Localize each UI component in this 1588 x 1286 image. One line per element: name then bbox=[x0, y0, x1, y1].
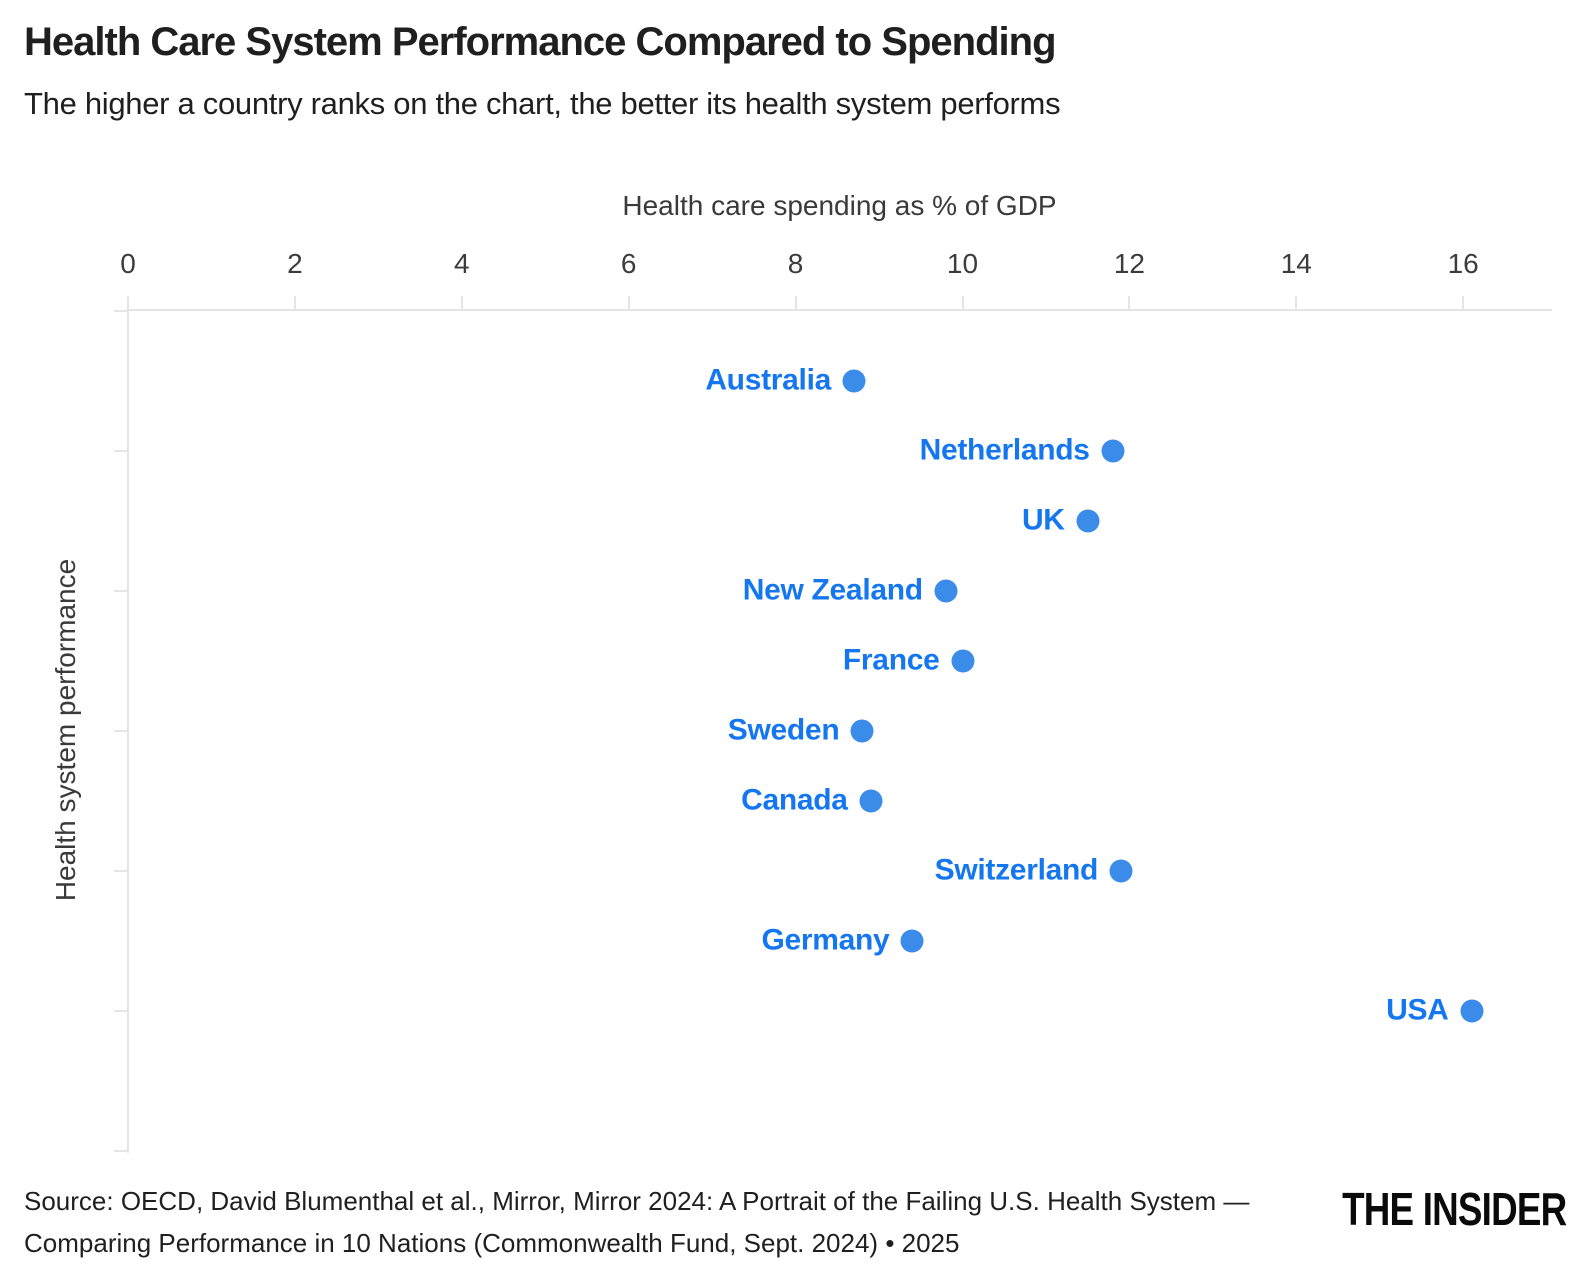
x-axis-tick-label: 6 bbox=[620, 248, 637, 279]
data-point-label-uk: UK bbox=[1021, 503, 1065, 537]
data-point-label-new-zealand: New Zealand bbox=[742, 573, 923, 607]
page-subtitle: The higher a country ranks on the chart,… bbox=[24, 86, 1061, 121]
data-point-usa bbox=[1460, 999, 1484, 1023]
x-axis-line bbox=[127, 309, 1552, 311]
y-axis-tick bbox=[114, 1010, 128, 1012]
x-axis-tick bbox=[127, 296, 129, 310]
data-point-label-canada: Canada bbox=[741, 783, 848, 817]
data-point-australia bbox=[842, 369, 866, 393]
data-point-label-switzerland: Switzerland bbox=[934, 853, 1099, 887]
data-point-new-zealand bbox=[934, 579, 958, 603]
y-axis-tick bbox=[114, 1150, 128, 1152]
data-point-label-germany: Germany bbox=[761, 923, 890, 957]
x-axis-tick bbox=[1462, 296, 1465, 310]
x-axis-tick bbox=[293, 296, 296, 310]
y-axis-tick bbox=[114, 310, 128, 312]
data-point-label-usa: USA bbox=[1386, 993, 1449, 1027]
y-axis-line bbox=[127, 309, 129, 1153]
source-line-1: Source: OECD, David Blumenthal et al., M… bbox=[24, 1186, 1250, 1216]
data-point-label-netherlands: Netherlands bbox=[919, 433, 1090, 467]
data-point-label-france: France bbox=[842, 643, 940, 677]
x-axis-tick-label: 8 bbox=[787, 248, 804, 279]
y-axis-tick bbox=[114, 450, 128, 452]
data-point-uk bbox=[1076, 509, 1100, 533]
data-point-switzerland bbox=[1109, 859, 1133, 883]
x-axis-tick-label: 4 bbox=[454, 248, 470, 279]
x-axis-tick-label: 0 bbox=[120, 248, 136, 279]
y-axis-tick bbox=[114, 870, 128, 872]
x-axis-tick-label: 12 bbox=[1113, 248, 1145, 279]
data-point-netherlands bbox=[1101, 439, 1125, 463]
x-axis-tick bbox=[961, 296, 964, 310]
x-axis-title: Health care spending as % of GDP bbox=[622, 190, 1057, 221]
source-line-2: Comparing Performance in 10 Nations (Com… bbox=[24, 1228, 960, 1259]
x-axis-tick-label: 14 bbox=[1280, 248, 1312, 279]
page-title: Health Care System Performance Compared … bbox=[24, 20, 1056, 64]
data-point-label-australia: Australia bbox=[705, 363, 831, 397]
x-axis-tick bbox=[1128, 296, 1131, 310]
x-axis-tick bbox=[1295, 296, 1298, 310]
x-axis-tick-label: 10 bbox=[946, 248, 979, 279]
data-point-canada bbox=[859, 789, 883, 813]
data-point-sweden bbox=[850, 719, 874, 743]
source-attribution: Source: OECD, David Blumenthal et al., M… bbox=[24, 1180, 1324, 1264]
y-axis-tick bbox=[114, 590, 128, 592]
brand-logo: THE INSIDER bbox=[1341, 1183, 1567, 1235]
x-axis-tick bbox=[794, 296, 797, 310]
y-axis-title: Health system performance bbox=[50, 558, 81, 902]
x-axis-tick bbox=[460, 296, 463, 310]
x-axis-tick-label: 2 bbox=[287, 248, 303, 279]
y-axis-tick bbox=[114, 730, 128, 732]
data-point-france bbox=[951, 649, 974, 673]
x-axis-tick bbox=[627, 296, 630, 310]
data-point-germany bbox=[900, 929, 924, 953]
x-axis-tick-label: 16 bbox=[1447, 248, 1479, 279]
data-point-label-sweden: Sweden bbox=[727, 713, 840, 747]
